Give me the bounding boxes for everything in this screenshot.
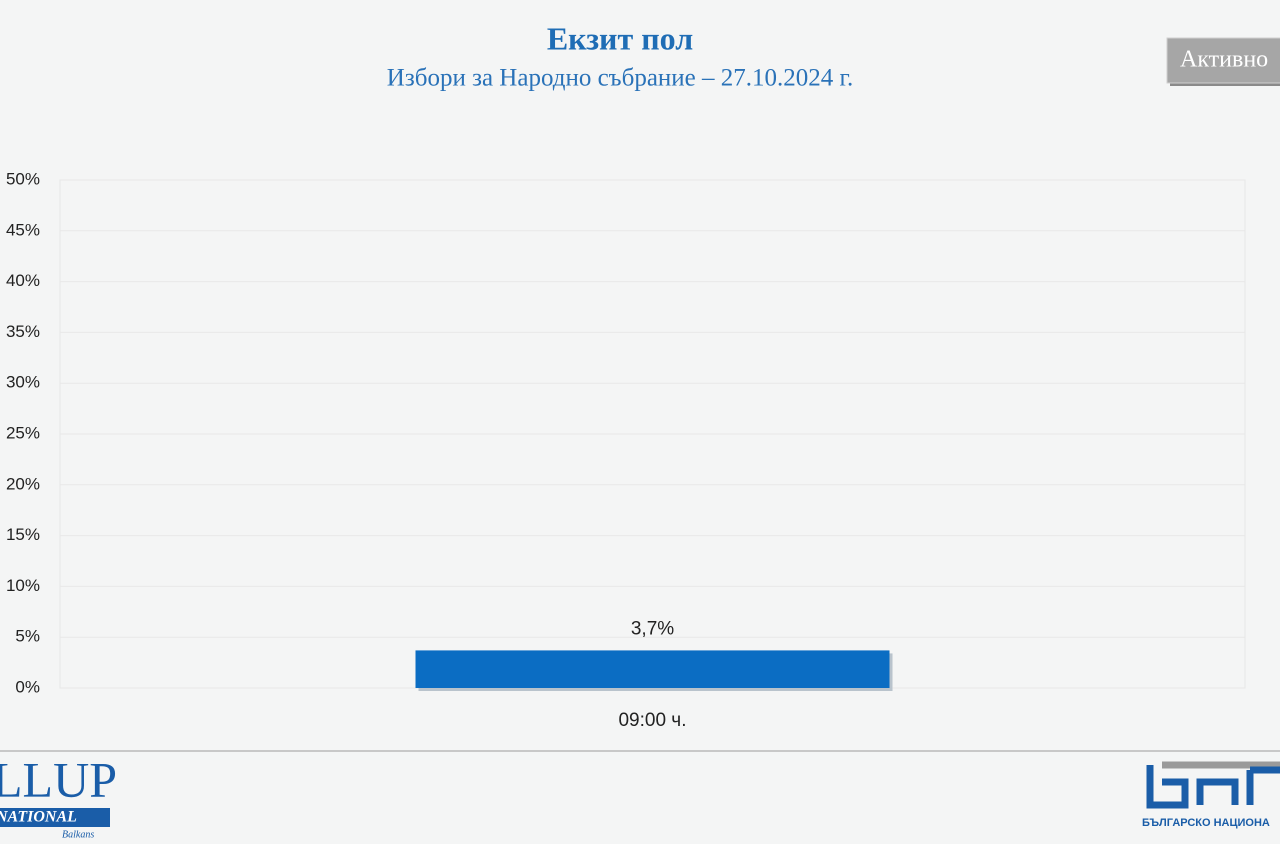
gallup-text: LLUP [0, 751, 117, 807]
bar [415, 650, 890, 688]
x-tick-label: 09:00 ч. [618, 710, 686, 731]
y-tick-label: 0% [15, 677, 40, 696]
bnt-logo: БЪЛГАРСКО НАЦИОНА [1142, 761, 1280, 829]
value-label: 3,7% [631, 618, 674, 639]
bnt-text: БЪЛГАРСКО НАЦИОНА [1142, 817, 1270, 829]
y-tick-label: 40% [6, 271, 40, 290]
y-tick-label: 5% [15, 627, 40, 646]
button-label: Активно [1180, 47, 1268, 73]
gallup-logo: LLUP NATIONAL Balkans [0, 751, 117, 840]
chart-subtitle: Избори за Народно събрание – 27.10.2024 … [387, 65, 853, 92]
gallup-sub: NATIONAL [0, 809, 77, 826]
y-tick-label: 30% [6, 373, 40, 392]
button-bg [1166, 37, 1280, 84]
bnt-mark [1146, 765, 1189, 809]
chart-title: Екзит пол [547, 20, 693, 56]
y-tick-label: 10% [6, 576, 40, 595]
bnt-mark2 [1196, 766, 1280, 805]
y-tick-label: 20% [6, 474, 40, 493]
gallup-band [0, 808, 110, 827]
y-tick-label: 50% [6, 169, 40, 188]
y-tick-label: 45% [6, 220, 40, 239]
y-tick-label: 25% [6, 423, 40, 442]
y-tick-label: 35% [6, 322, 40, 341]
button[interactable]: Активно [1166, 37, 1280, 86]
gallup-region: Balkans [62, 829, 94, 840]
y-tick-label: 15% [6, 525, 40, 544]
